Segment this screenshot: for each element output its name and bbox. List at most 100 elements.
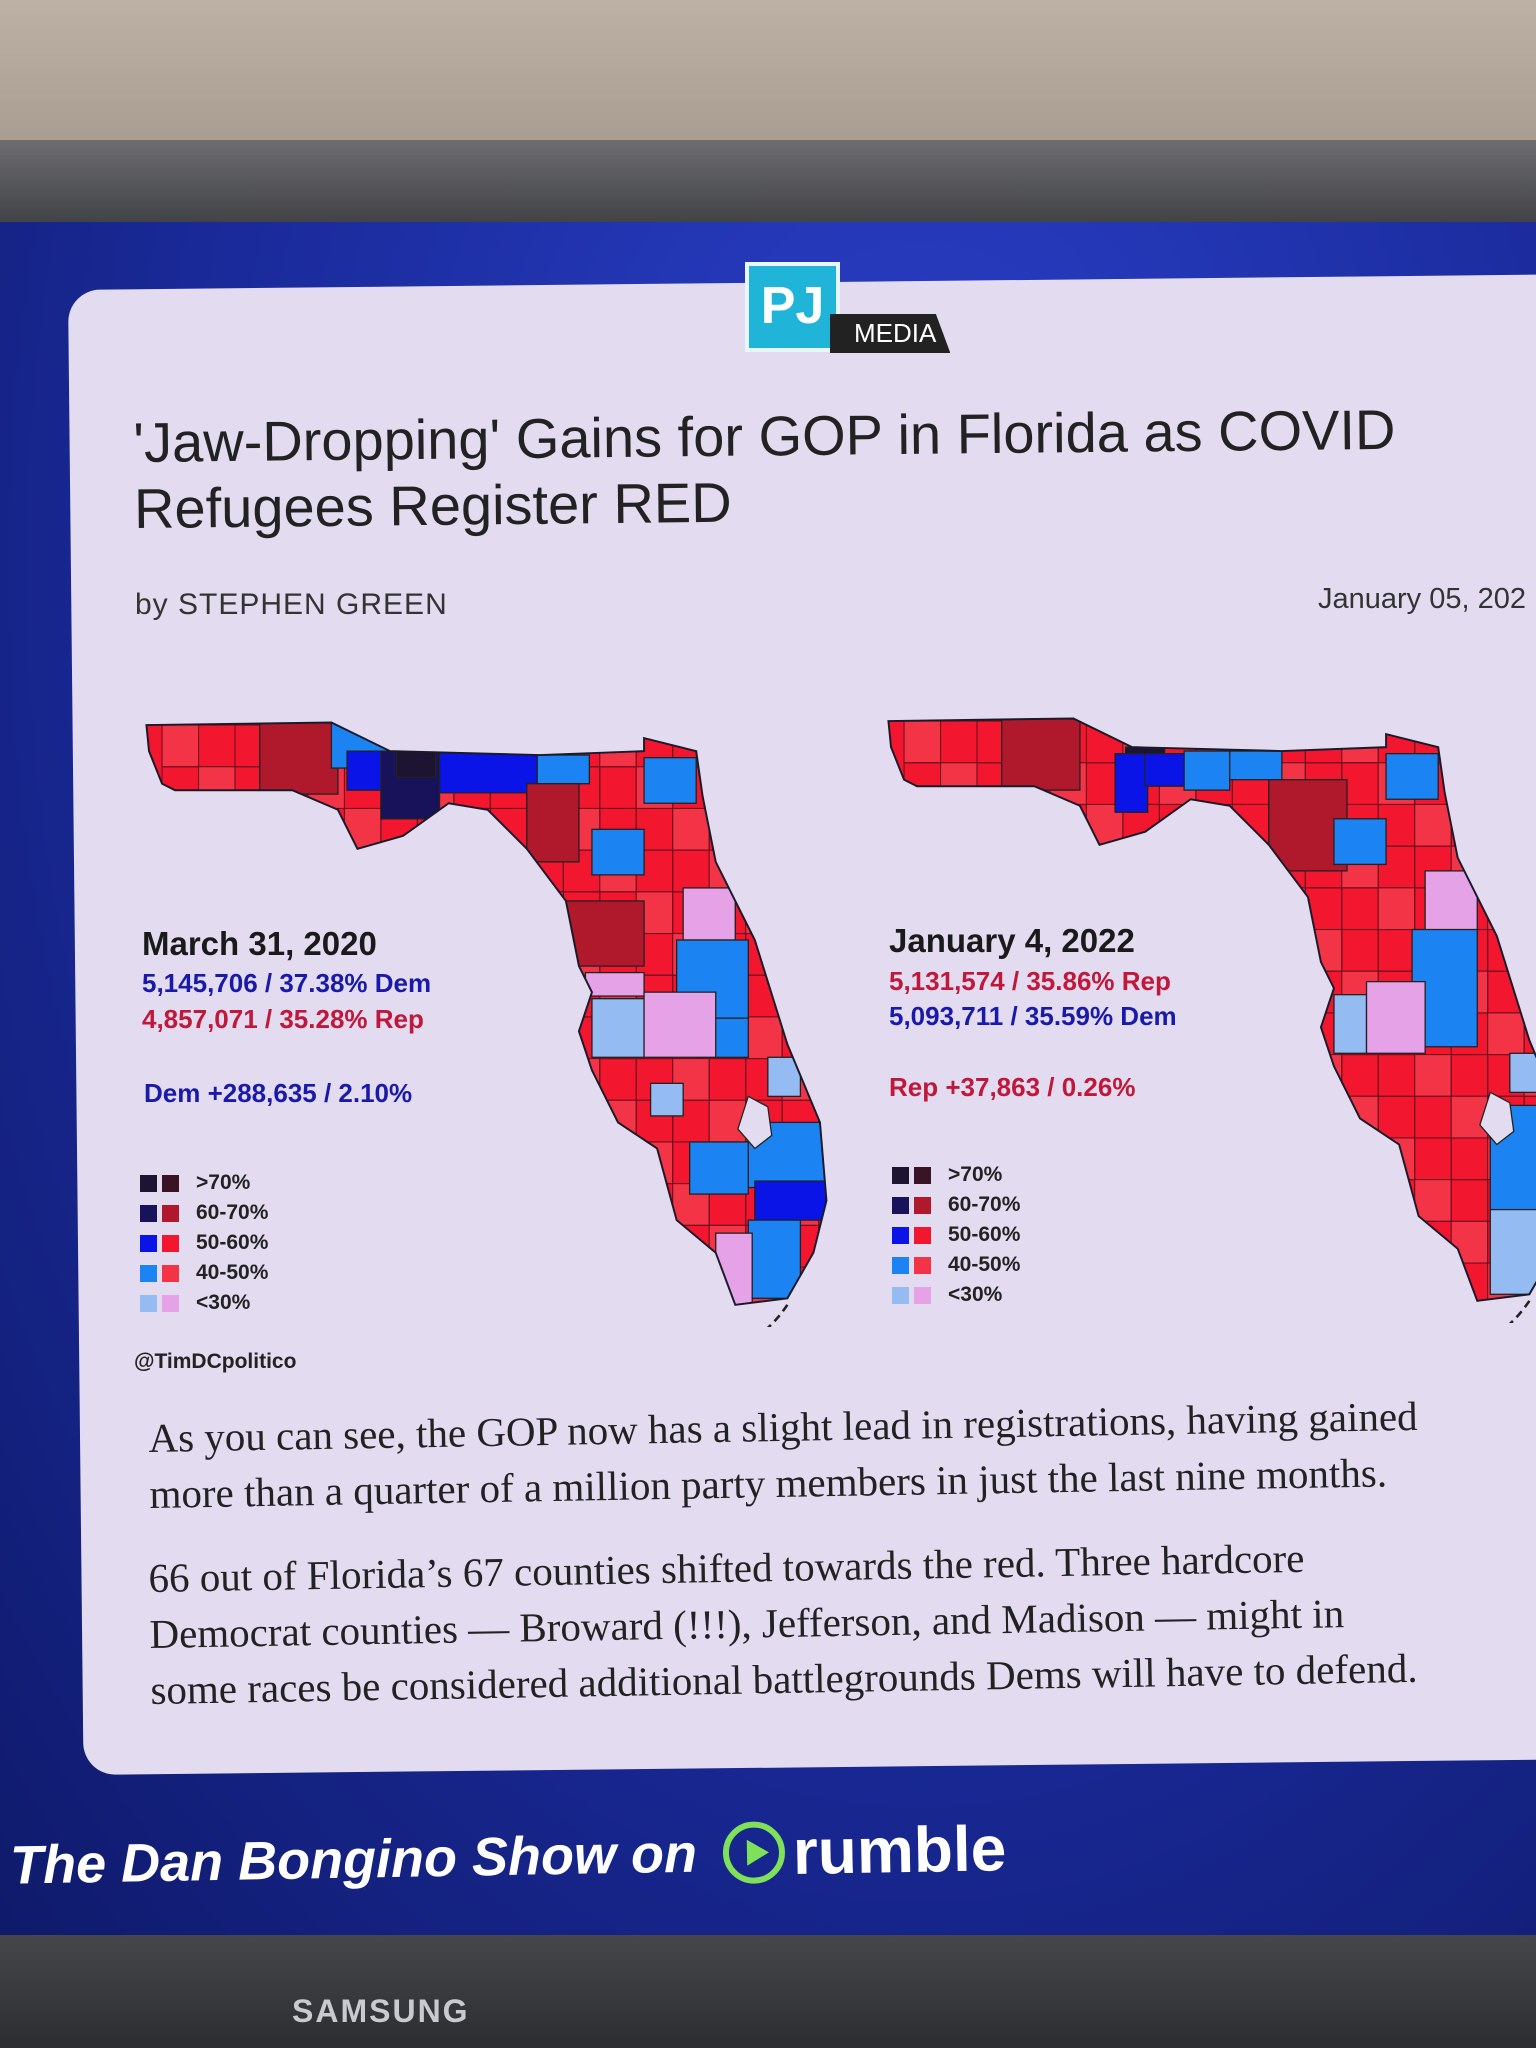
county bbox=[1195, 1220, 1233, 1264]
county bbox=[489, 1266, 528, 1305]
county bbox=[754, 1180, 827, 1221]
county bbox=[270, 807, 309, 851]
florida-keys bbox=[766, 1304, 789, 1327]
county bbox=[1523, 803, 1536, 847]
county bbox=[1450, 720, 1489, 764]
county bbox=[453, 1224, 491, 1268]
rep-swatch bbox=[914, 1166, 931, 1184]
legend-label: <30% bbox=[196, 1291, 251, 1314]
county bbox=[453, 807, 491, 851]
county bbox=[1523, 928, 1536, 972]
dem-swatch bbox=[140, 1204, 157, 1222]
county bbox=[818, 1099, 827, 1143]
county bbox=[1229, 750, 1283, 781]
county bbox=[1341, 1220, 1379, 1264]
county bbox=[1487, 762, 1525, 805]
county bbox=[416, 1266, 455, 1305]
paragraph: 66 out of Florida’s 67 counties shifted … bbox=[148, 1528, 1418, 1718]
dem-swatch bbox=[892, 1166, 909, 1184]
rep-swatch bbox=[162, 1174, 179, 1192]
county bbox=[1122, 845, 1160, 889]
tv-brand-logo: SAMSUNG bbox=[292, 1993, 470, 2029]
county bbox=[526, 974, 564, 1018]
play-icon bbox=[722, 1821, 786, 1885]
county bbox=[380, 891, 418, 935]
county bbox=[1523, 720, 1536, 764]
county bbox=[591, 998, 645, 1058]
county bbox=[343, 1183, 382, 1226]
county bbox=[1144, 752, 1185, 787]
legend-label: 40-50% bbox=[948, 1253, 1021, 1276]
credit: @TimDCpolitico bbox=[134, 1350, 297, 1373]
county bbox=[1122, 1179, 1160, 1222]
county bbox=[1377, 1220, 1416, 1264]
county bbox=[1195, 803, 1233, 847]
county bbox=[1414, 803, 1452, 847]
legend-row: >70% bbox=[140, 1168, 268, 1198]
map-date: March 31, 2020 bbox=[142, 925, 377, 962]
county bbox=[395, 750, 437, 778]
county bbox=[1158, 845, 1197, 889]
rep-swatch bbox=[162, 1204, 179, 1222]
county bbox=[1385, 752, 1439, 800]
publish-date: January 05, 202 bbox=[1318, 583, 1526, 615]
county bbox=[1489, 1208, 1536, 1295]
county bbox=[489, 1058, 528, 1101]
county bbox=[1049, 1262, 1087, 1301]
county bbox=[453, 974, 491, 1018]
county bbox=[1268, 1220, 1306, 1264]
county bbox=[161, 807, 200, 851]
legend-label: >70% bbox=[948, 1163, 1003, 1186]
legend-row: 60-70% bbox=[140, 1198, 268, 1228]
county bbox=[562, 1099, 601, 1143]
legend-label: 60-70% bbox=[196, 1201, 269, 1224]
county bbox=[682, 887, 736, 941]
county bbox=[526, 1266, 564, 1305]
county bbox=[453, 849, 491, 893]
county bbox=[649, 1082, 684, 1117]
county bbox=[1487, 1012, 1525, 1056]
wall bbox=[0, 0, 1536, 145]
margin: Rep +37,863 / 0.26% bbox=[889, 1072, 1136, 1102]
county bbox=[1414, 1054, 1452, 1097]
county bbox=[416, 1224, 455, 1268]
county bbox=[1195, 1012, 1233, 1056]
county bbox=[1001, 718, 1081, 791]
county bbox=[818, 807, 827, 851]
county bbox=[689, 1141, 749, 1195]
byline[interactable]: by STEPHEN GREEN bbox=[135, 588, 448, 621]
legend: >70% 60-70% 50-60% 40-50% <30% bbox=[892, 1160, 1020, 1310]
legend: >70% 60-70% 50-60% 40-50% <30% bbox=[140, 1168, 268, 1318]
county bbox=[562, 1141, 601, 1185]
county bbox=[1341, 1137, 1379, 1181]
florida-map-2020 bbox=[145, 721, 828, 1327]
county bbox=[1012, 803, 1051, 847]
county bbox=[453, 1016, 491, 1060]
county bbox=[416, 1058, 455, 1101]
county bbox=[1049, 1220, 1087, 1264]
county bbox=[1085, 1220, 1124, 1264]
county bbox=[1231, 1262, 1270, 1301]
county bbox=[1304, 1095, 1343, 1139]
county bbox=[453, 1266, 491, 1305]
county bbox=[781, 766, 820, 809]
county bbox=[1231, 1137, 1270, 1181]
county bbox=[1377, 1137, 1416, 1181]
county bbox=[643, 991, 717, 1058]
show-name: The Dan Bongino Show on bbox=[9, 1823, 698, 1896]
county bbox=[940, 762, 978, 805]
county bbox=[526, 1016, 564, 1060]
lake-okeechobee bbox=[737, 1095, 773, 1150]
county bbox=[599, 1183, 637, 1226]
county bbox=[1268, 1179, 1306, 1222]
county bbox=[453, 1099, 491, 1143]
legend-row: <30% bbox=[140, 1288, 268, 1318]
county bbox=[1268, 970, 1306, 1014]
county bbox=[1195, 887, 1233, 931]
county bbox=[1195, 845, 1233, 889]
county bbox=[1509, 1052, 1536, 1094]
rep-swatch bbox=[914, 1226, 931, 1244]
county bbox=[1231, 1179, 1270, 1222]
county bbox=[1268, 1262, 1306, 1301]
county bbox=[1195, 1137, 1233, 1181]
